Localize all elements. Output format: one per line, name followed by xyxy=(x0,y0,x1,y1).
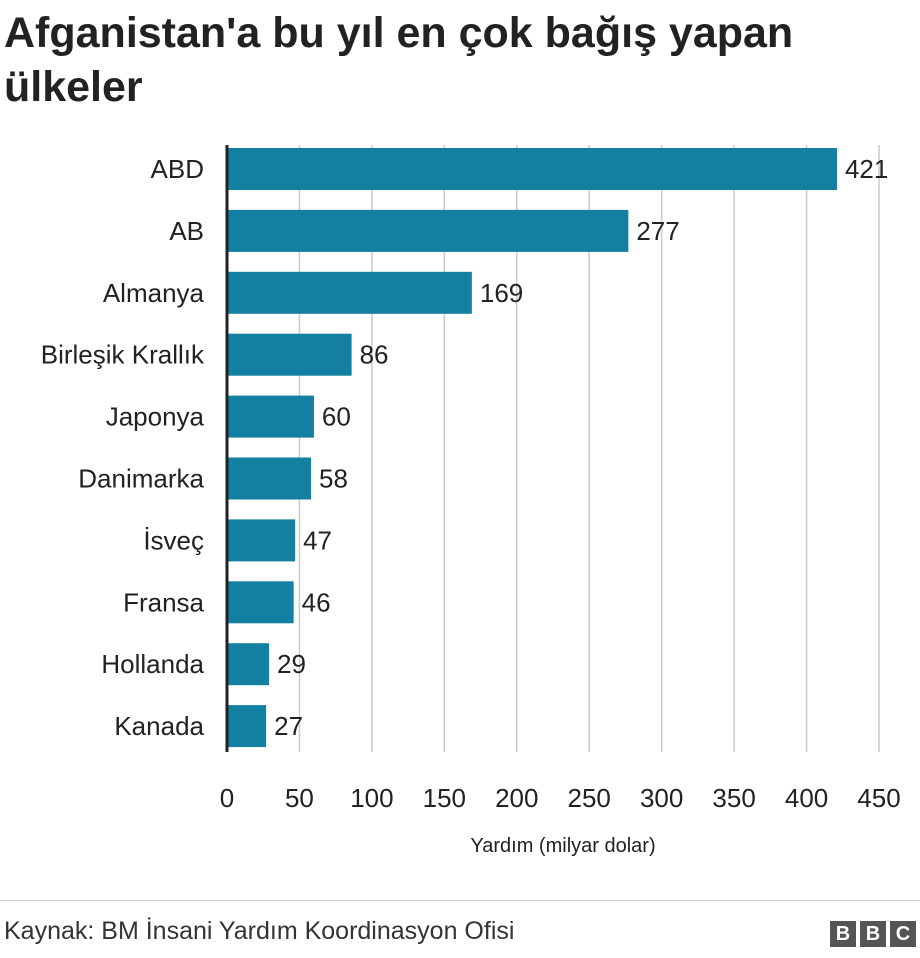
category-label: Birleşik Krallık xyxy=(41,340,205,370)
logo-letter: B xyxy=(860,921,886,947)
bar xyxy=(227,333,352,376)
x-tick-label: 300 xyxy=(640,783,683,813)
value-label: 58 xyxy=(319,464,348,494)
value-label: 27 xyxy=(274,711,303,741)
bar xyxy=(227,209,629,252)
value-label: 46 xyxy=(302,587,331,617)
bbc-logo: B B C xyxy=(830,921,916,947)
x-axis-label: Yardım (milyar dolar) xyxy=(470,835,655,857)
value-label: 60 xyxy=(322,402,351,432)
category-label: İsveç xyxy=(143,525,204,555)
bar xyxy=(227,271,472,314)
value-label: 86 xyxy=(360,340,389,370)
bar xyxy=(227,148,837,190)
x-tick-label: 200 xyxy=(495,783,538,813)
value-label: 421 xyxy=(845,154,888,184)
bar xyxy=(227,643,270,686)
category-label: Almanya xyxy=(103,278,205,308)
bar xyxy=(227,457,312,500)
bar xyxy=(227,519,296,562)
category-label: Hollanda xyxy=(101,649,204,679)
x-tick-label: 350 xyxy=(712,783,755,813)
footer-divider xyxy=(0,900,920,901)
chart-title: Afganistan'a bu yıl en çok bağış yapan ü… xyxy=(4,9,794,111)
x-tick-label: 250 xyxy=(568,783,611,813)
x-tick-label: 450 xyxy=(857,783,900,813)
x-tick-label: 400 xyxy=(785,783,828,813)
value-label: 277 xyxy=(636,216,679,246)
source-note: Kaynak: BM İnsani Yardım Koordinasyon Of… xyxy=(4,917,515,945)
value-label: 169 xyxy=(480,278,523,308)
logo-letter: C xyxy=(890,921,916,947)
category-label: Fransa xyxy=(123,587,204,617)
bar-chart: ABD 421 AB 277 Almanya 169 Birleşik Krallık 86 J… xyxy=(41,145,901,857)
x-tick-label: 150 xyxy=(423,783,466,813)
bar xyxy=(227,395,314,438)
x-tick-label: 50 xyxy=(285,783,314,813)
category-label: AB xyxy=(169,216,204,246)
x-tick-label: 100 xyxy=(350,783,393,813)
category-label: Danimarka xyxy=(78,464,204,494)
category-label: Kanada xyxy=(114,711,204,741)
category-label: Japonya xyxy=(106,402,205,432)
value-label: 29 xyxy=(277,649,306,679)
bar xyxy=(227,581,294,624)
bar xyxy=(227,705,267,748)
x-tick-label: 0 xyxy=(220,783,234,813)
category-label: ABD xyxy=(151,154,204,184)
value-label: 47 xyxy=(303,525,332,555)
logo-letter: B xyxy=(830,921,856,947)
